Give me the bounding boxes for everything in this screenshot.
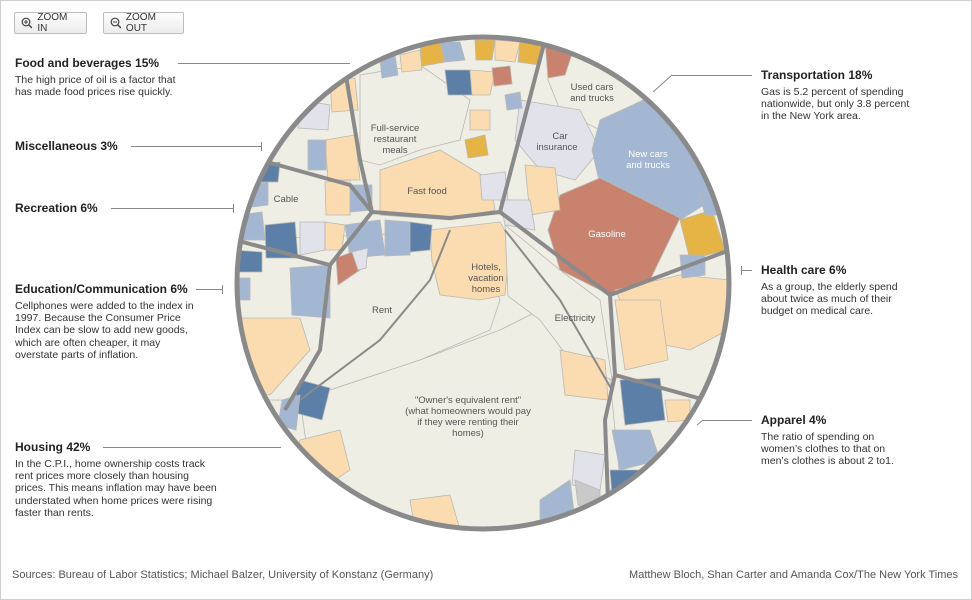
zoom-in-button[interactable]: ZOOM IN bbox=[14, 12, 87, 34]
fast-food-cell[interactable] bbox=[379, 149, 496, 221]
transport-leader-line bbox=[672, 75, 752, 76]
electricity-label: Electricity bbox=[555, 313, 596, 324]
rent-label: Rent bbox=[372, 305, 392, 316]
housing-cell[interactable] bbox=[335, 251, 361, 286]
apparel-cell[interactable] bbox=[619, 377, 666, 426]
apparel-text: The ratio of spending on women’s clothes… bbox=[761, 431, 894, 468]
housing-title: Housing 42% bbox=[15, 440, 91, 454]
food-cell[interactable] bbox=[491, 65, 513, 87]
food-cell[interactable] bbox=[479, 171, 509, 201]
housing-text: In the C.P.I., home ownership costs trac… bbox=[15, 458, 217, 519]
food-cell[interactable] bbox=[439, 41, 466, 63]
education-text: Cellphones were added to the index in 19… bbox=[15, 300, 194, 361]
transport-title: Transportation 18% bbox=[761, 68, 873, 82]
education-cell[interactable] bbox=[289, 264, 331, 319]
hotels-label: Hotels, vacation homes bbox=[468, 262, 503, 295]
food-leader-line bbox=[178, 63, 350, 64]
housing-cell[interactable] bbox=[384, 219, 411, 257]
food-cell[interactable] bbox=[399, 49, 423, 73]
food-annotation: Food and beverages 15% The high price of… bbox=[15, 56, 220, 98]
housing-leader-line bbox=[103, 447, 281, 448]
recreation-leader-tick bbox=[233, 204, 234, 213]
health-title: Health care 6% bbox=[761, 263, 847, 277]
zoom-out-label: ZOOM OUT bbox=[125, 12, 156, 34]
hotels-cell[interactable] bbox=[429, 221, 511, 301]
misc-leader-tick bbox=[261, 142, 262, 151]
food-transport-boundary bbox=[371, 39, 547, 220]
car-insurance-label: Car insurance bbox=[536, 131, 577, 153]
car-insurance-cell[interactable] bbox=[514, 99, 601, 181]
cable-label: Cable bbox=[274, 194, 299, 205]
food-text: The high price of oil is a factor that h… bbox=[15, 74, 176, 99]
food-cell[interactable] bbox=[504, 91, 523, 111]
housing-cell[interactable] bbox=[351, 247, 369, 271]
education-leader-line bbox=[196, 289, 222, 290]
education-cell[interactable] bbox=[232, 277, 251, 301]
health-cell[interactable] bbox=[614, 299, 669, 371]
credit-line: Matthew Bloch, Shan Carter and Amanda Co… bbox=[629, 569, 958, 581]
transport-annotation: Transportation 18% Gas is 5.2 percent of… bbox=[761, 68, 966, 123]
health-leader-tick bbox=[741, 266, 742, 275]
used-cars-label: Used cars and trucks bbox=[570, 82, 614, 104]
zoom-out-button[interactable]: ZOOM OUT bbox=[103, 12, 184, 34]
misc-recreation-boundary bbox=[259, 158, 374, 214]
food-cell[interactable] bbox=[329, 77, 359, 113]
misc-title: Miscellaneous 3% bbox=[15, 139, 118, 153]
transport-cell[interactable] bbox=[524, 164, 561, 216]
owners-equivalent-rent-label: "Owner's equivalent rent" (what homeowner… bbox=[405, 395, 531, 439]
education-annotation: Education/Communication 6% Cellphones we… bbox=[15, 282, 220, 361]
fast-food-label: Fast food bbox=[407, 186, 447, 197]
health-leader-line bbox=[742, 270, 752, 271]
electricity-boundary bbox=[504, 229, 613, 391]
recreation-cell[interactable] bbox=[324, 221, 346, 251]
food-cell[interactable] bbox=[494, 39, 521, 63]
rent-owners-boundary bbox=[299, 229, 451, 401]
recreation-leader-line bbox=[111, 208, 233, 209]
sources-note: Sources: Bureau of Labor Statistics; Mic… bbox=[12, 569, 434, 581]
housing-cell[interactable] bbox=[409, 221, 433, 253]
education-leader-tick bbox=[222, 285, 223, 294]
apparel-title: Apparel 4% bbox=[761, 413, 827, 427]
misc-annotation: Miscellaneous 3% bbox=[15, 139, 220, 157]
housing-annotation: Housing 42% In the C.P.I., home ownershi… bbox=[15, 440, 220, 519]
food-cell[interactable] bbox=[469, 109, 491, 131]
food-cell[interactable] bbox=[469, 69, 496, 96]
full-service-meals-cell[interactable] bbox=[359, 64, 471, 166]
health-annotation: Health care 6% As a group, the elderly s… bbox=[761, 263, 966, 318]
food-cell[interactable] bbox=[444, 69, 473, 96]
zoom-in-label: ZOOM IN bbox=[37, 12, 68, 34]
recreation-cell[interactable] bbox=[299, 221, 326, 256]
apparel-annotation: Apparel 4% The ratio of spending on wome… bbox=[761, 413, 966, 468]
food-cell[interactable] bbox=[307, 139, 327, 171]
magnify-plus-icon bbox=[21, 17, 33, 29]
food-title: Food and beverages 15% bbox=[15, 56, 160, 70]
recreation-title: Recreation 6% bbox=[15, 201, 98, 215]
health-text: As a group, the elderly spend about twic… bbox=[761, 281, 898, 318]
full-service-label: Full-service restaurant meals bbox=[371, 123, 420, 156]
food-misc-boundary bbox=[343, 69, 374, 213]
education-title: Education/Communication 6% bbox=[15, 282, 188, 296]
magnify-minus-icon bbox=[110, 17, 121, 29]
education-housing-boundary bbox=[283, 264, 332, 412]
recreation-annotation: Recreation 6% bbox=[15, 201, 220, 219]
misc-leader-line bbox=[131, 146, 261, 147]
transport-text: Gas is 5.2 percent of spending nationwid… bbox=[761, 86, 910, 123]
apparel-leader-line bbox=[703, 420, 752, 421]
outer-ring bbox=[234, 34, 732, 532]
gasoline-label: Gasoline bbox=[588, 229, 626, 240]
new-cars-label: New cars and trucks bbox=[626, 149, 670, 171]
food-cell[interactable] bbox=[324, 134, 361, 181]
food-cell[interactable] bbox=[464, 134, 489, 159]
food-cell[interactable] bbox=[474, 39, 496, 61]
